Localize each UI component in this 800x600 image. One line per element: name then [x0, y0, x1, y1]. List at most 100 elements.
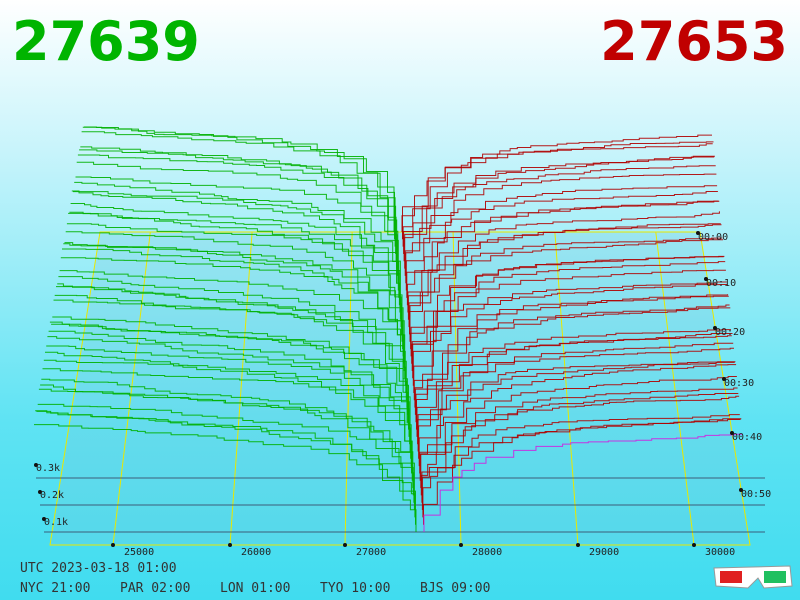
ask-curve: [423, 433, 742, 532]
ask-curve: [407, 211, 720, 313]
time-tick-label: 00:00: [698, 232, 728, 243]
bid-curve: [41, 378, 414, 489]
city-time: TYO 10:00: [320, 581, 390, 596]
bid-curve: [75, 176, 399, 284]
ask-curve: [403, 156, 715, 254]
bid-curve: [45, 351, 412, 467]
green-lens: [764, 571, 786, 583]
depth-tick-label: 0.3k: [36, 463, 60, 474]
time-tick: [713, 326, 717, 330]
bid-curve: [53, 299, 408, 415]
bid-curve: [81, 131, 396, 247]
bid-curve: [59, 270, 406, 379]
price-tick-label: 30000: [705, 547, 735, 558]
bid-curve: [82, 126, 395, 240]
ask-curve: [402, 141, 714, 247]
time-tick: [704, 277, 708, 281]
bid-curve: [74, 181, 399, 291]
time-tick-label: 00:10: [706, 278, 736, 289]
price-tick: [692, 543, 696, 547]
ask-price: 27653: [600, 10, 788, 73]
utc-time: UTC 2023-03-18 01:00: [20, 561, 177, 576]
bid-curve: [63, 243, 404, 357]
bid-curve: [73, 191, 400, 298]
bid-curve: [47, 336, 411, 452]
bid-curve: [36, 410, 416, 518]
bid-curve: [46, 345, 412, 459]
time-tick-label: 00:30: [724, 378, 754, 389]
ask-curve: [418, 361, 736, 467]
ask-curve: [409, 237, 723, 335]
bid-price: 27639: [12, 10, 200, 73]
city-time: LON 01:00: [220, 581, 290, 596]
price-tick: [343, 543, 347, 547]
red-lens: [720, 571, 742, 583]
price-tick: [111, 543, 115, 547]
depth-tick: [34, 463, 38, 467]
depth-tick-label: 0.2k: [40, 490, 64, 501]
time-tick: [722, 377, 726, 381]
ask-curve: [419, 364, 737, 474]
price-grid-line: [655, 231, 695, 546]
price-tick-label: 27000: [356, 547, 386, 558]
depth-tick-label: 0.1k: [44, 517, 68, 528]
price-tick-label: 28000: [472, 547, 502, 558]
axis-labels: 25000 26000 27000 28000 29000 30000 0.1k 0.2k 0.…: [34, 231, 771, 558]
ask-curve: [421, 395, 740, 503]
ask-curve: [413, 295, 729, 401]
bid-curve: [68, 212, 402, 328]
bid-curve: [70, 203, 401, 313]
ask-curve: [406, 200, 720, 306]
price-tick-label: 26000: [241, 547, 271, 558]
bid-curve: [64, 242, 404, 350]
bid-curve: [69, 211, 401, 320]
time-tick-label: 00:20: [715, 327, 745, 338]
price-tick-label: 25000: [124, 547, 154, 558]
bid-curve: [84, 126, 395, 232]
time-tick: [730, 431, 734, 435]
ask-curve: [404, 173, 717, 276]
ask-curve: [412, 281, 727, 379]
bid-curve: [42, 368, 413, 481]
bid-curve: [60, 257, 405, 371]
depth-curves: [34, 126, 742, 532]
ask-curve: [413, 294, 729, 393]
ask-curve: [415, 329, 731, 423]
ask-curve: [417, 347, 734, 452]
bid-curve: [77, 154, 398, 269]
bid-curve: [76, 161, 398, 276]
ask-curve: [418, 361, 735, 459]
ask-curve: [423, 418, 742, 525]
price-grid-line: [112, 231, 151, 546]
ask-curve: [421, 414, 740, 510]
bid-curve: [49, 321, 410, 437]
bid-curve: [38, 388, 415, 503]
ask-curve: [414, 307, 731, 415]
ask-curve: [420, 387, 738, 489]
depth-tick: [42, 517, 46, 521]
ask-curve: [420, 393, 739, 496]
bid-curve: [79, 149, 397, 262]
bid-curve: [35, 410, 416, 525]
ask-curve: [406, 200, 719, 298]
bid-curve: [43, 359, 413, 474]
ask-curve: [417, 342, 734, 445]
ask-curve: [412, 284, 728, 386]
time-tick-label: 00:40: [732, 432, 762, 443]
ask-curve: [407, 223, 721, 320]
bid-curve: [71, 190, 400, 306]
ask-curve: [411, 269, 726, 371]
city-time: BJS 09:00: [420, 581, 490, 596]
ask-curve: [405, 191, 718, 291]
bid-curve: [40, 384, 414, 496]
price-tick: [459, 543, 463, 547]
bid-curve: [65, 231, 403, 342]
price-tick-label: 29000: [589, 547, 619, 558]
price-grid-line: [344, 231, 353, 546]
time-tick: [696, 231, 700, 235]
price-tick: [228, 543, 232, 547]
time-tick: [739, 488, 743, 492]
city-time: NYC 21:00: [20, 581, 90, 596]
